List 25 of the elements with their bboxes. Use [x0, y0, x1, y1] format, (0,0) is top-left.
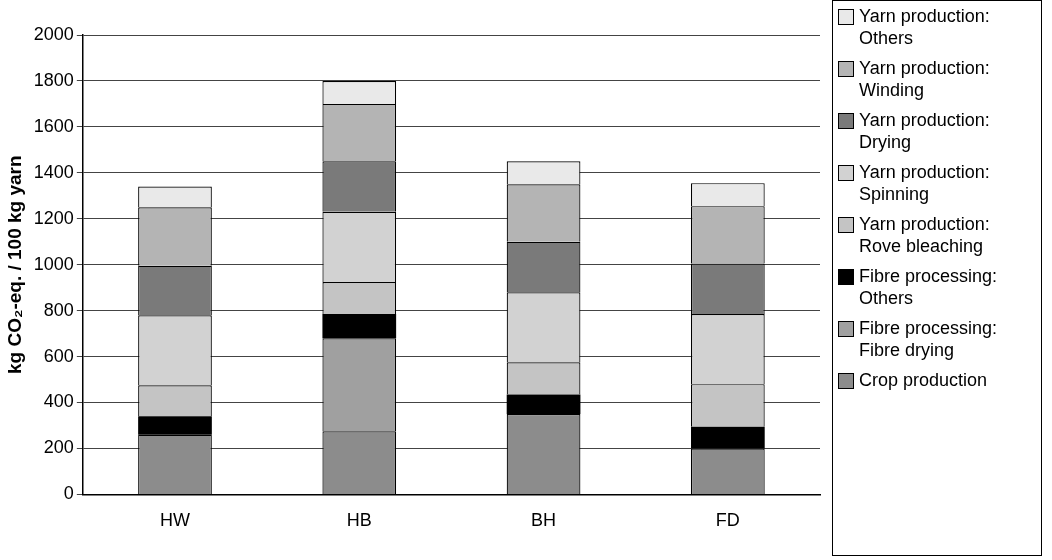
- legend-label: Yarn production: Drying: [859, 109, 991, 153]
- legend-label: Fibre processing: Others: [859, 265, 999, 309]
- legend-label: Yarn production: Rove bleaching: [859, 213, 991, 257]
- x-tick-label: FD: [715, 510, 740, 531]
- legend-label: Yarn production: Winding: [859, 57, 991, 101]
- legend-label: Yarn production: Spinning: [859, 161, 991, 205]
- y-tick-label: 800: [43, 299, 74, 320]
- x-tick-label: HB: [346, 510, 372, 531]
- x-tick-label: HW: [159, 510, 190, 531]
- y-axis-title: kg CO₂-eq. / 100 kg yarn: [3, 155, 25, 374]
- y-tick-label: 200: [43, 437, 74, 458]
- y-tick-label: 1600: [33, 115, 74, 136]
- y-tick-label: 600: [43, 345, 74, 366]
- y-tick-label: 1200: [33, 207, 74, 228]
- y-tick-label: 1400: [33, 161, 74, 182]
- y-tick-label: 1800: [33, 69, 74, 90]
- y-tick-label: 2000: [33, 23, 74, 44]
- bar: [138, 416, 212, 435]
- y-tick-label: 0: [63, 483, 74, 504]
- y-tick-label: 1000: [33, 253, 74, 274]
- y-tick-label: 400: [43, 391, 74, 412]
- legend-label: Fibre processing: Fibre drying: [859, 317, 999, 361]
- legend-label: Crop production: [859, 369, 988, 391]
- x-tick-label: BH: [531, 510, 557, 531]
- legend-label: Yarn production: Others: [859, 5, 991, 49]
